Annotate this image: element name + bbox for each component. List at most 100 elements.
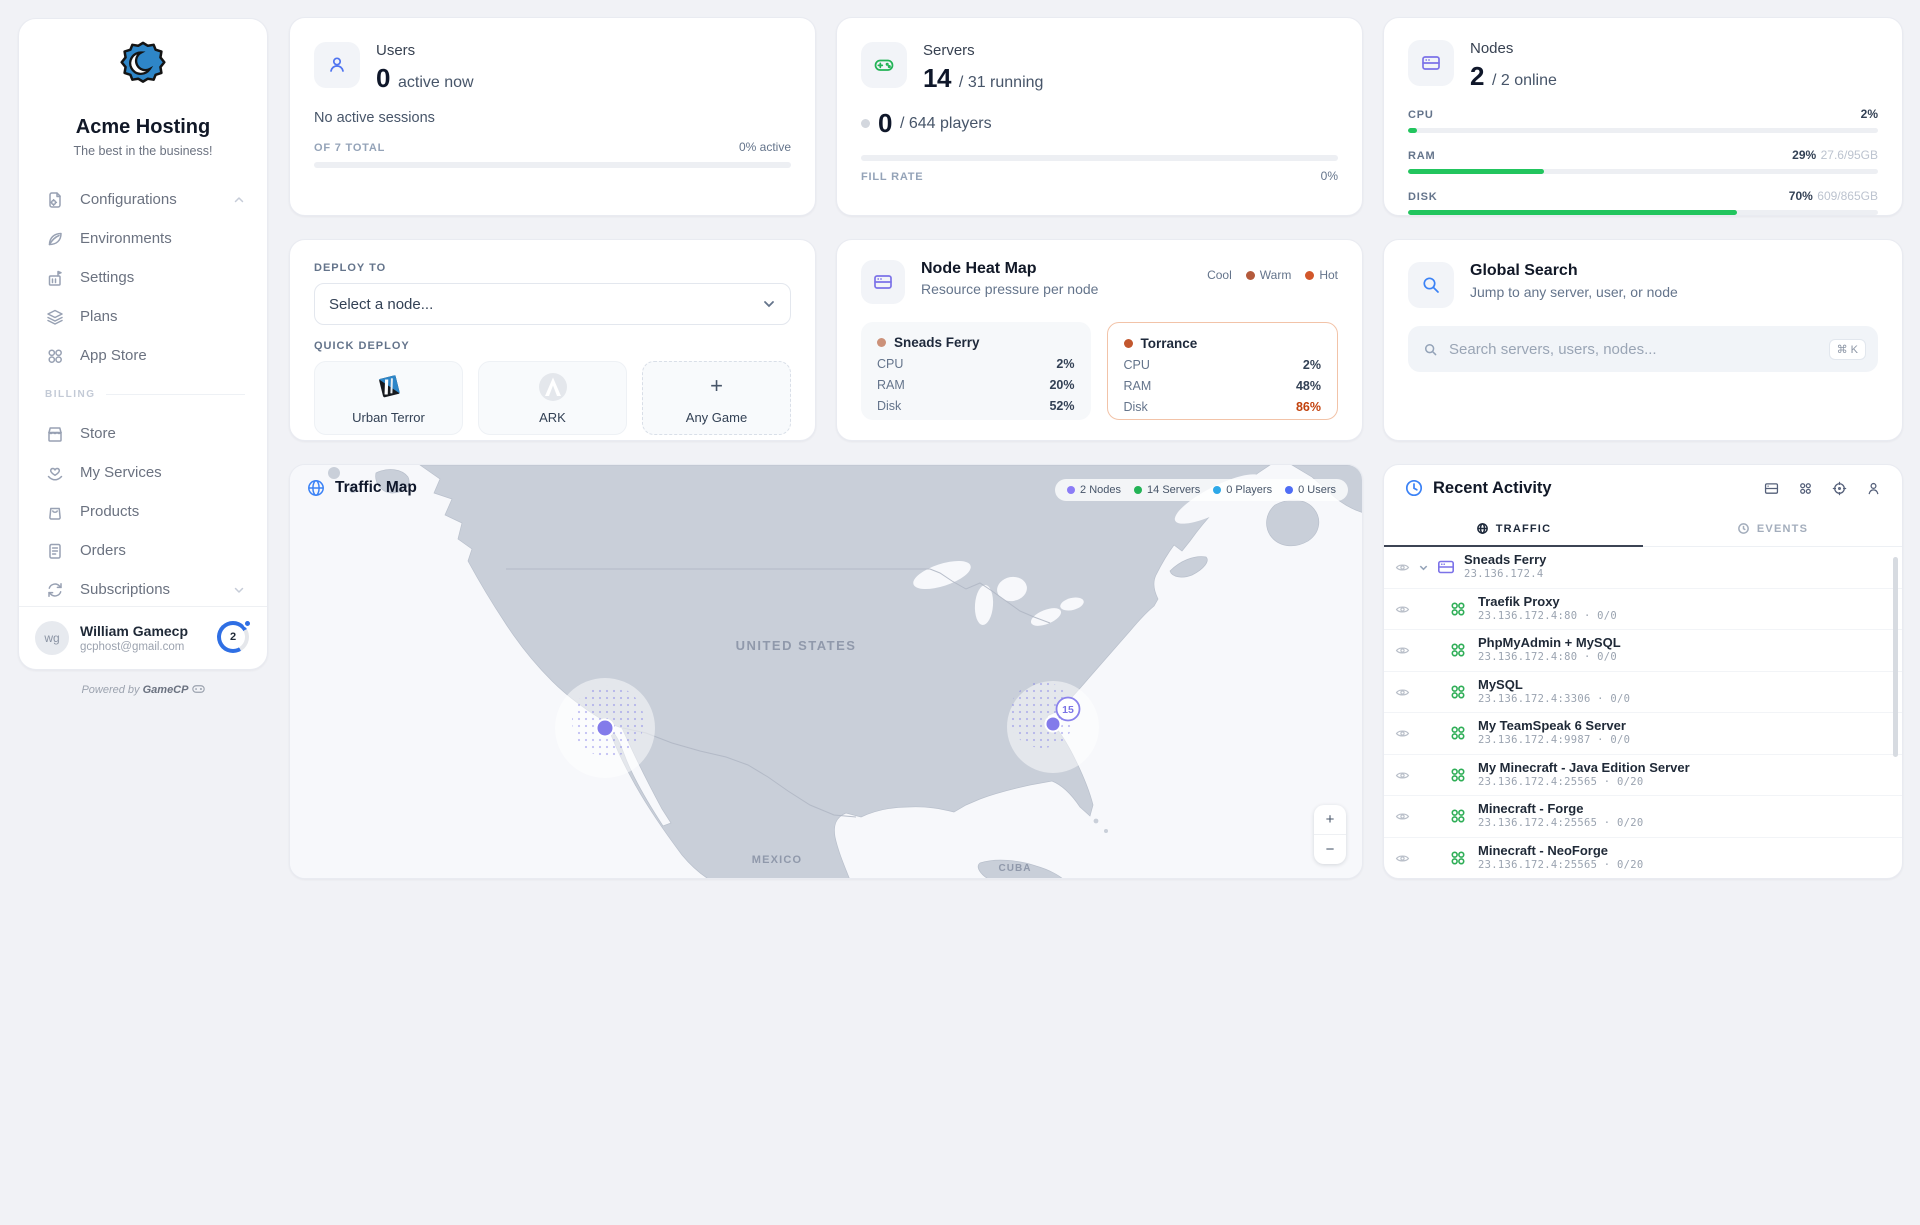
card-title: Users [376,42,416,59]
card-title: Servers [923,42,975,59]
apps-filter-icon[interactable] [1797,480,1814,497]
nodes-dot [1067,486,1076,494]
sidebar-item-my-services[interactable]: My Services [19,453,267,492]
svg-text:15: 15 [1062,704,1074,716]
warm-dot [1245,270,1255,280]
search-input[interactable] [1449,340,1829,358]
activity-list: Sneads Ferry 23.136.172.4 Traefik Proxy … [1384,547,1902,878]
watch-toggle[interactable] [1394,684,1411,701]
building-icon [48,270,62,286]
players-dot [1213,486,1222,494]
user-menu[interactable]: wg William Gamecp gcphost@gmail.com 2 [19,606,267,669]
map-marker-west[interactable] [555,678,655,778]
billing-section-label: BILLING [19,375,267,414]
sidebar-item-settings[interactable]: Settings [19,258,267,297]
heat-node-torrance[interactable]: Torrance CPU 2% RAM 48% Disk 86% [1106,322,1338,420]
eye-icon [1395,813,1410,820]
notification-ring[interactable]: 2 [217,619,252,655]
sidebar-item-environments[interactable]: Environments [19,219,267,258]
recent-activity-card: Recent Activity TRAFFIC EVENTS [1383,464,1903,879]
node-name: Sneads Ferry [1464,552,1547,567]
scrollbar-thumb[interactable] [1893,557,1898,757]
activity-server-row[interactable]: Traefik Proxy 23.136.172.4:80 · 0/0 [1384,589,1902,630]
zoom-in-button[interactable]: + [1314,805,1346,834]
label-mexico: MEXICO [752,854,803,866]
target-icon[interactable] [1831,480,1848,497]
map-marker-east[interactable]: 15 [1007,681,1099,773]
activity-server-row[interactable]: Minecraft - NeoForge 23.136.172.4:25565 … [1384,838,1902,879]
server-apps-icon [1451,601,1465,615]
global-search-card: Global Search Jump to any server, user, … [1383,239,1903,441]
user-icon [330,57,344,72]
activity-server-row[interactable]: MySQL 23.136.172.4:3306 · 0/0 [1384,672,1902,713]
user-filter-icon[interactable] [1865,480,1882,497]
node-filter-icon[interactable] [1763,480,1780,497]
bag-icon [49,507,61,520]
activity-server-row[interactable]: PhpMyAdmin + MySQL 23.136.172.4:80 · 0/0 [1384,630,1902,672]
chevron-down-icon [234,587,244,593]
watch-toggle[interactable] [1394,767,1411,784]
user-email: gcphost@gmail.com [80,641,185,653]
quick-deploy-ark[interactable]: ARK [478,361,627,435]
quick-deploy-any-game[interactable]: + Any Game [642,361,791,435]
sidebar-item-products[interactable]: Products [19,492,267,531]
map-legend: 2 Nodes 14 Servers 0 Players 0 Users [1055,479,1348,501]
label-cuba: CUBA [999,863,1032,874]
watch-toggle[interactable] [1394,559,1411,576]
activity-server-row[interactable]: Minecraft - Forge 23.136.172.4:25565 · 0… [1384,796,1902,838]
notification-dot [243,619,252,628]
zoom-out-button[interactable]: − [1314,835,1346,864]
watch-toggle[interactable] [1394,850,1411,867]
users-status: No active sessions [314,110,435,126]
users-card: Users 0 active now No active sessions OF… [289,17,816,216]
server-apps-icon [1451,809,1465,823]
activity-node-row[interactable]: Sneads Ferry 23.136.172.4 [1384,547,1902,589]
node-select[interactable]: Select a node... [314,283,791,325]
servers-dot [1134,486,1143,494]
clock-icon [1405,479,1423,497]
sidebar-item-orders[interactable]: Orders [19,531,267,570]
quick-deploy-urban-terror[interactable]: Urban Terror [314,361,463,435]
eye-icon [1395,688,1410,696]
activity-server-row[interactable]: My TeamSpeak 6 Server 23.136.172.4:9987 … [1384,713,1902,755]
gamepad-icon [874,59,894,71]
vancouver-island [375,469,410,494]
heat-node-sneads-ferry[interactable]: Sneads Ferry CPU 2% RAM 20% Disk 52% [861,322,1091,420]
user-name: William Gamecp [80,623,189,639]
globe-icon [308,480,324,496]
sidebar-item-configurations[interactable]: Configurations [19,180,267,219]
sidebar-item-store[interactable]: Store [19,414,267,453]
tab-traffic[interactable]: TRAFFIC [1384,511,1643,546]
ark-icon [538,373,567,401]
watch-toggle[interactable] [1394,725,1411,742]
marker-count-badge [1055,696,1081,722]
sidebar-item-label: Subscriptions [80,581,171,598]
fill-rate-progress [861,155,1338,161]
activity-server-row[interactable]: My Minecraft - Java Edition Server 23.13… [1384,755,1902,796]
sidebar-item-label: Plans [80,308,118,325]
sidebar-item-label: Store [80,425,116,442]
urban-terror-icon [378,375,400,398]
gamepad-icon [191,685,205,693]
watch-toggle[interactable] [1394,642,1411,659]
tab-events[interactable]: EVENTS [1643,511,1902,546]
watch-toggle[interactable] [1394,601,1411,618]
configurations-icon [49,191,61,208]
cpu-meter: CPU 2% [1408,105,1878,133]
label-united-states: UNITED STATES [736,638,857,653]
server-apps-icon [1451,767,1465,781]
sidebar-item-app-store[interactable]: App Store [19,336,267,375]
hot-dot [1305,270,1315,280]
cuba-island [977,859,1063,878]
clock-icon [1738,523,1749,534]
watch-toggle[interactable] [1394,808,1411,825]
island [1093,818,1099,824]
sidebar-item-subscriptions[interactable]: Subscriptions [19,570,267,609]
card-title: Global Search [1470,262,1578,279]
country-borders [506,568,1051,818]
eye-icon [1395,647,1410,654]
brand-name: Acme Hosting [75,116,211,138]
sidebar-item-plans[interactable]: Plans [19,297,267,336]
servers-running-count: 14 [923,63,951,93]
